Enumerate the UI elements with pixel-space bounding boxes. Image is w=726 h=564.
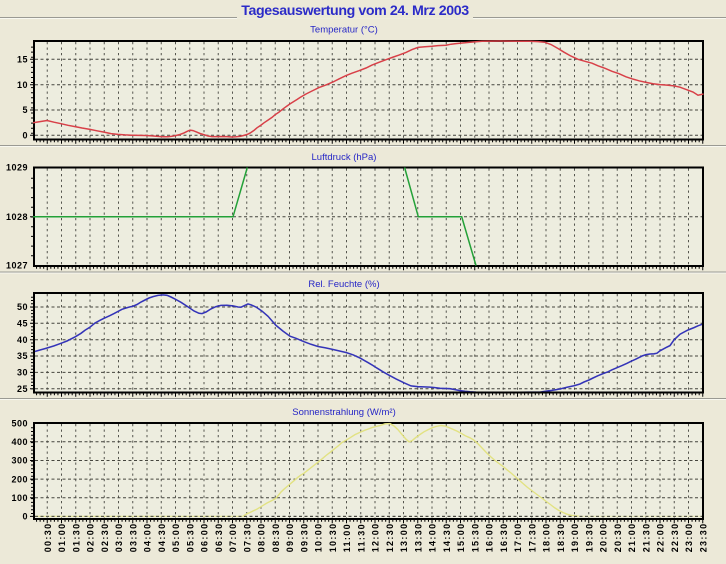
svg-text:13:00: 13:00	[399, 523, 409, 553]
svg-text:16:00: 16:00	[485, 523, 495, 553]
svg-text:45: 45	[17, 319, 28, 329]
svg-text:07:00: 07:00	[228, 523, 238, 553]
svg-text:22:00: 22:00	[656, 523, 666, 553]
svg-text:03:30: 03:30	[128, 523, 138, 553]
svg-text:100: 100	[11, 493, 28, 503]
svg-text:15:30: 15:30	[470, 523, 480, 553]
svg-text:10:00: 10:00	[314, 523, 324, 553]
svg-text:300: 300	[11, 456, 28, 466]
svg-text:Temperatur (°C): Temperatur (°C)	[310, 24, 378, 35]
svg-text:11:30: 11:30	[356, 523, 366, 552]
svg-text:40: 40	[17, 335, 28, 345]
svg-text:Luftdruck (hPa): Luftdruck (hPa)	[312, 152, 377, 163]
svg-text:13:30: 13:30	[413, 523, 423, 553]
svg-text:25: 25	[17, 384, 28, 394]
svg-text:19:00: 19:00	[570, 523, 580, 553]
svg-text:09:30: 09:30	[299, 523, 309, 553]
svg-text:23:30: 23:30	[698, 523, 708, 553]
svg-text:14:30: 14:30	[442, 523, 452, 553]
svg-text:00:30: 00:30	[43, 523, 53, 553]
svg-text:01:00: 01:00	[57, 523, 67, 553]
svg-text:05:00: 05:00	[171, 523, 181, 553]
svg-text:0: 0	[22, 131, 28, 141]
svg-text:21:30: 21:30	[641, 523, 651, 553]
svg-text:19:30: 19:30	[584, 523, 594, 553]
svg-text:06:30: 06:30	[214, 523, 224, 553]
svg-text:20:30: 20:30	[613, 523, 623, 553]
svg-text:14:00: 14:00	[428, 523, 438, 553]
svg-text:01:30: 01:30	[71, 523, 81, 553]
svg-text:Sonnenstrahlung (W/m²): Sonnenstrahlung (W/m²)	[292, 407, 395, 418]
svg-text:15:00: 15:00	[456, 523, 466, 553]
svg-text:09:00: 09:00	[285, 523, 295, 553]
svg-text:1029: 1029	[6, 163, 28, 173]
svg-text:08:30: 08:30	[271, 523, 281, 553]
svg-text:07:30: 07:30	[242, 523, 252, 553]
svg-text:5: 5	[22, 105, 28, 115]
svg-text:30: 30	[17, 368, 28, 378]
svg-text:10:30: 10:30	[328, 523, 338, 553]
svg-text:10: 10	[17, 80, 28, 90]
svg-text:23:00: 23:00	[684, 523, 694, 553]
svg-text:0: 0	[22, 512, 28, 522]
svg-text:16:30: 16:30	[499, 523, 509, 553]
svg-text:06:00: 06:00	[200, 523, 210, 553]
svg-text:04:30: 04:30	[157, 523, 167, 553]
svg-text:17:00: 17:00	[513, 523, 523, 553]
svg-text:20:00: 20:00	[599, 523, 609, 553]
svg-text:200: 200	[11, 474, 28, 484]
svg-text:400: 400	[11, 437, 28, 447]
svg-text:12:00: 12:00	[371, 523, 381, 553]
svg-text:02:30: 02:30	[100, 523, 110, 553]
svg-text:50: 50	[17, 302, 28, 312]
svg-text:22:30: 22:30	[670, 523, 680, 553]
svg-text:05:30: 05:30	[185, 523, 195, 553]
svg-text:03:00: 03:00	[114, 523, 124, 553]
svg-text:02:00: 02:00	[86, 523, 96, 553]
svg-text:18:00: 18:00	[542, 523, 552, 553]
svg-text:15: 15	[17, 55, 28, 65]
svg-text:11:00: 11:00	[342, 523, 352, 552]
svg-text:17:30: 17:30	[527, 523, 537, 553]
svg-text:21:00: 21:00	[627, 523, 637, 553]
svg-text:500: 500	[11, 418, 28, 428]
svg-text:Tagesauswertung vom 24. Mrz 20: Tagesauswertung vom 24. Mrz 2003	[241, 3, 469, 19]
svg-text:35: 35	[17, 351, 28, 361]
svg-text:Rel. Feuchte (%): Rel. Feuchte (%)	[308, 279, 379, 290]
svg-text:04:00: 04:00	[143, 523, 153, 553]
svg-text:18:30: 18:30	[556, 523, 566, 553]
svg-text:12:30: 12:30	[385, 523, 395, 553]
svg-text:08:00: 08:00	[257, 523, 267, 553]
svg-text:1028: 1028	[6, 212, 28, 222]
svg-text:1027: 1027	[6, 261, 28, 271]
